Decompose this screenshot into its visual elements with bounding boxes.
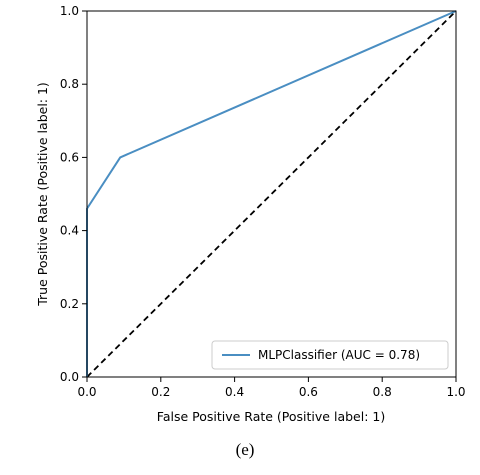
x-axis-label: False Positive Rate (Positive label: 1)	[157, 409, 385, 424]
y-tick-label: 0.2	[60, 297, 79, 311]
plot-frame	[86, 10, 457, 378]
chance-line	[86, 10, 457, 378]
x-tick-label: 0.8	[373, 385, 392, 399]
y-tick-label: 1.0	[60, 4, 79, 18]
x-tick-label: 1.0	[446, 385, 465, 399]
x-tick-label: 0.2	[151, 385, 170, 399]
legend-box	[211, 340, 449, 370]
y-tick-label: 0.6	[60, 150, 79, 164]
x-tick-label: 0.6	[299, 385, 318, 399]
figure-caption: (e)	[236, 440, 255, 459]
y-tick-label: 0.4	[60, 224, 79, 238]
legend: MLPClassifier (AUC = 0.78)	[211, 340, 449, 370]
y-tick-label: 0.8	[60, 77, 79, 91]
x-tick-label: 0.0	[77, 385, 96, 399]
y-tick-label: 0.0	[60, 370, 79, 384]
legend-label: MLPClassifier (AUC = 0.78)	[258, 348, 420, 362]
y-axis-label: True Positive Rate (Positive label: 1)	[35, 82, 50, 307]
x-tick-label: 0.4	[225, 385, 244, 399]
plot-area	[86, 10, 457, 378]
axes: 0.0 0.2 0.4 0.6 0.8 1.0 0.0 0.2 0.4 0.6 0.8 1.0	[60, 4, 466, 399]
